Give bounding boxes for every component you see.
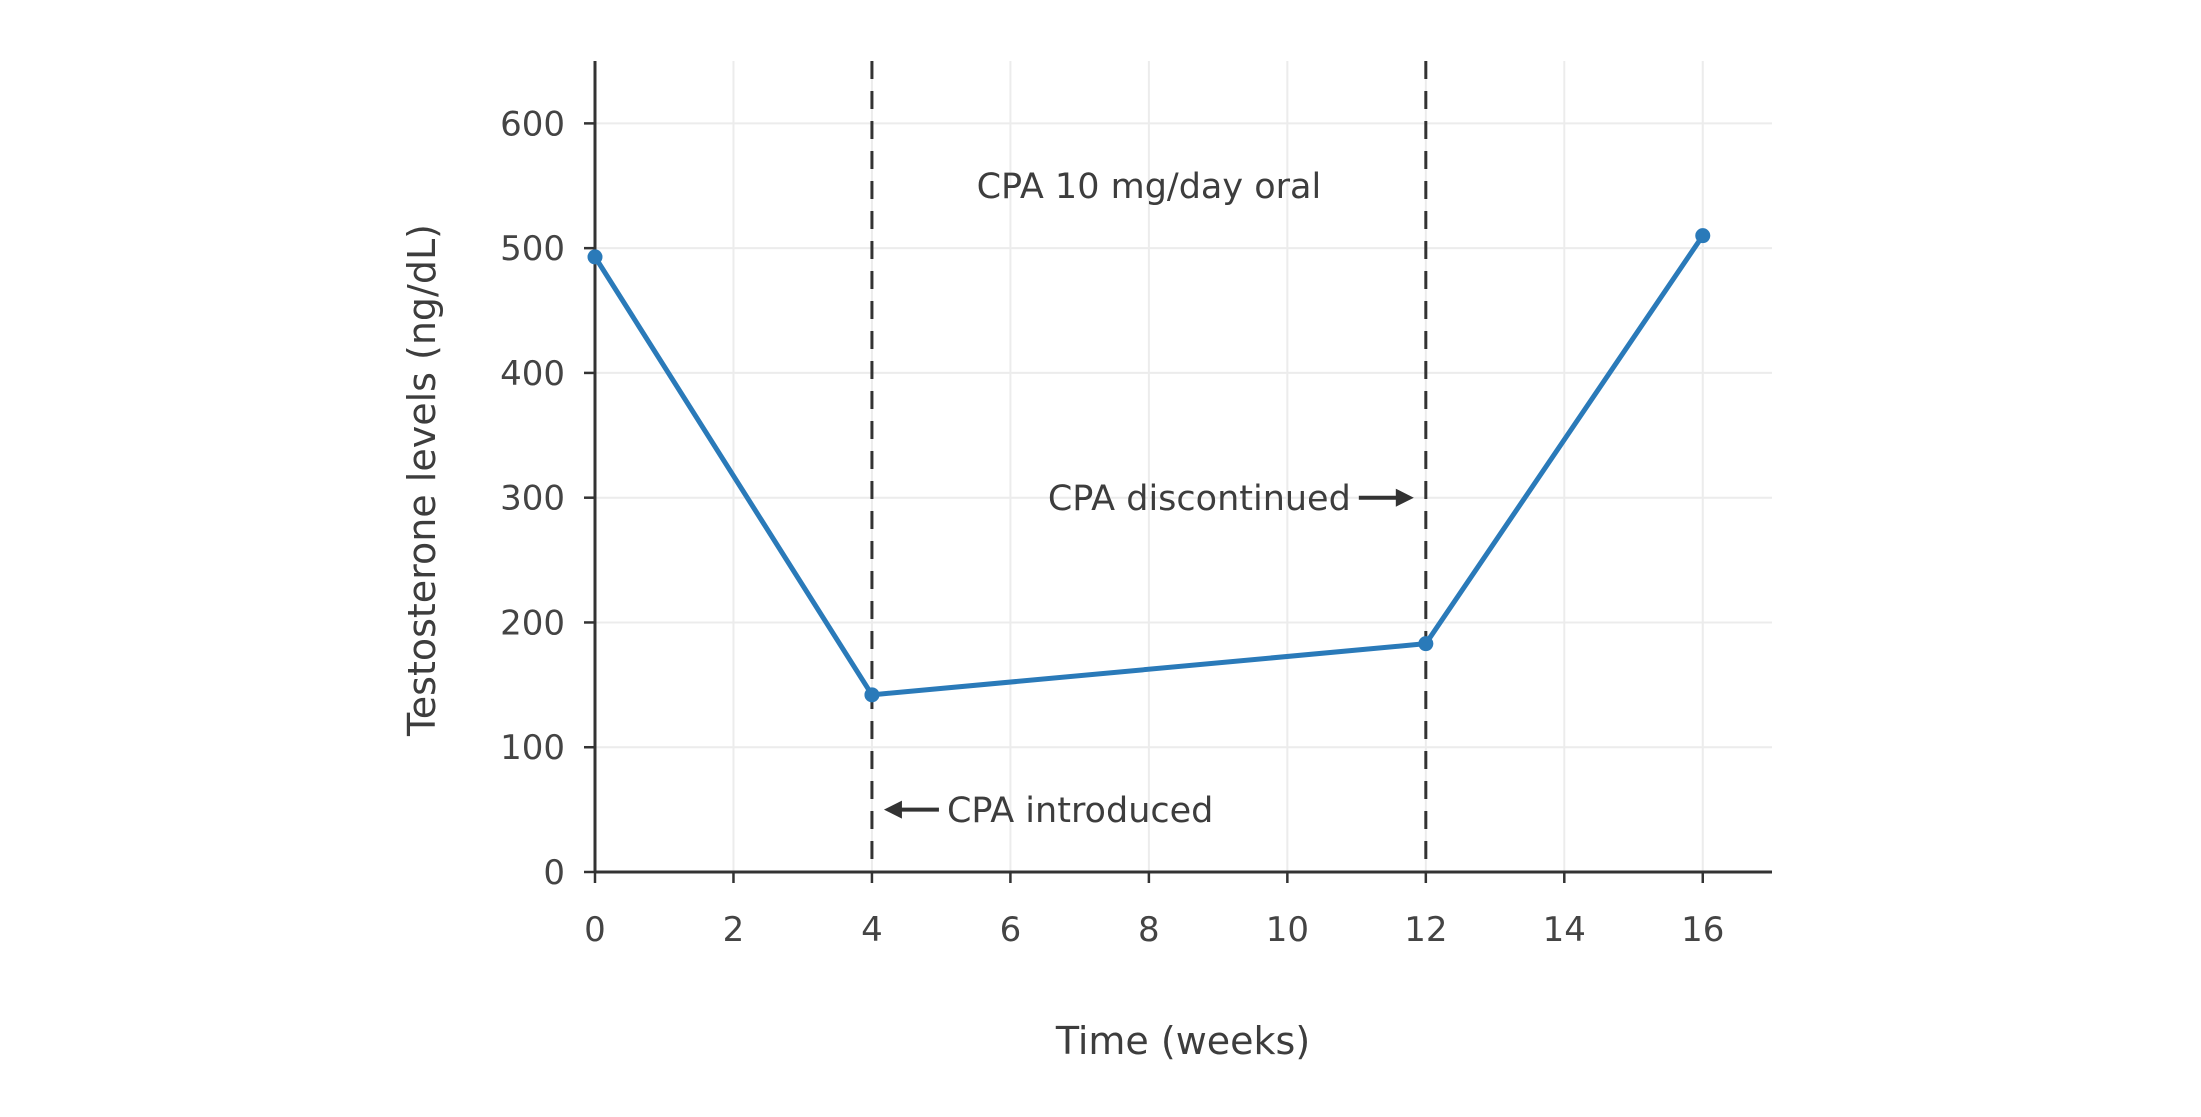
cpa-discontinued-label-arrow-head	[1395, 488, 1414, 507]
x-tick-label: 2	[723, 910, 745, 950]
x-tick-label: 12	[1404, 910, 1447, 950]
y-tick-label: 100	[500, 728, 565, 768]
cpa-introduced-label: CPA introduced	[947, 791, 1213, 831]
x-axis-title: Time (weeks)	[1055, 1019, 1310, 1063]
x-tick-label: 16	[1681, 910, 1724, 950]
series-line	[592, 233, 1706, 698]
y-tick-label: 300	[500, 479, 565, 519]
y-tick-label: 500	[500, 229, 565, 269]
x-tick-label: 0	[584, 910, 606, 950]
x-tick-label: 4	[861, 910, 883, 950]
data-point	[864, 687, 880, 703]
y-tick-label: 600	[500, 104, 565, 144]
x-tick-label: 10	[1266, 910, 1309, 950]
y-axis-title: Testosterone levels (ng/dL)	[400, 224, 444, 737]
x-tick-label: 6	[1000, 910, 1022, 950]
data-point	[1418, 636, 1434, 652]
x-tick-label: 14	[1543, 910, 1586, 950]
y-tick-label: 400	[500, 354, 565, 394]
data-point	[1695, 228, 1711, 244]
treatment-period-label: CPA 10 mg/day oral	[977, 167, 1322, 207]
cpa-introduced-label-arrow-head	[883, 800, 902, 819]
x-tick-label: 8	[1138, 910, 1160, 950]
data-point	[587, 249, 603, 265]
y-tick-label: 200	[500, 603, 565, 643]
y-tick-label: 0	[543, 853, 565, 893]
cpa-discontinued-label: CPA discontinued	[1048, 479, 1351, 519]
